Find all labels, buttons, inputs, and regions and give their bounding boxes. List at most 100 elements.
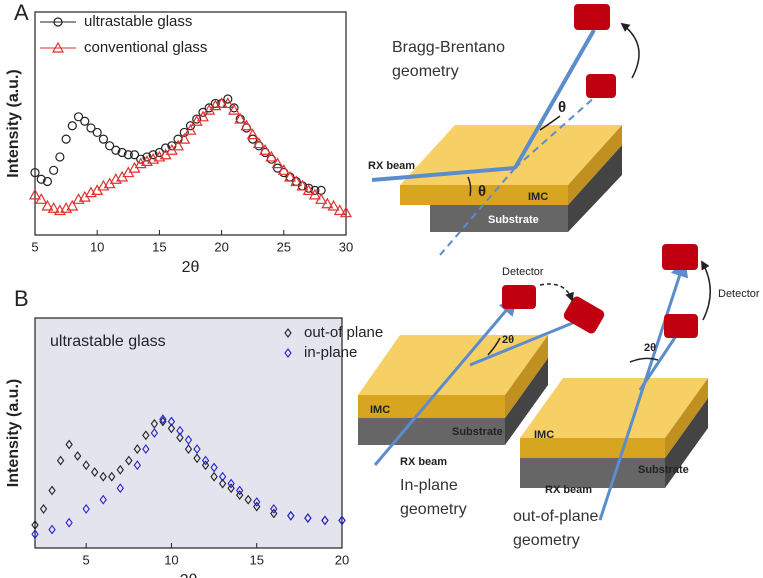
data-point [270, 508, 278, 519]
data-point [227, 483, 235, 494]
legend-marker [284, 328, 292, 338]
beam-label: RX beam [545, 484, 592, 496]
data-point [108, 471, 116, 482]
data-point [30, 167, 40, 178]
data-point [73, 451, 82, 461]
x-tick-label: 15 [152, 239, 166, 254]
data-point [42, 176, 53, 187]
legend-label: ultrastable glass [84, 13, 192, 30]
data-point [215, 97, 228, 109]
data-point [304, 513, 312, 524]
data-point [47, 202, 60, 213]
data-point [218, 471, 227, 482]
plot-area [34, 11, 347, 236]
data-point [117, 147, 127, 158]
data-point [48, 524, 56, 535]
data-point [252, 137, 265, 149]
data-point [36, 174, 46, 184]
data-point [184, 444, 193, 455]
data-point [67, 121, 77, 131]
data-point [333, 204, 346, 216]
data-point [184, 434, 193, 445]
beam-label: RX beam [400, 456, 447, 468]
data-point [41, 199, 54, 211]
data-point [82, 460, 90, 471]
data-point [99, 494, 107, 505]
data-point [284, 170, 297, 182]
data-point [253, 501, 261, 512]
data-point [133, 444, 142, 455]
data-point [48, 485, 56, 496]
data-point [133, 460, 142, 471]
detector-label: Detector [718, 288, 760, 300]
bragg-diagram: Bragg-Brentano geometry RX beam θ θ IMC … [368, 4, 640, 256]
x-tick-label: 5 [31, 239, 38, 254]
legend-marker [284, 348, 292, 358]
data-point [56, 455, 65, 466]
data-point [116, 464, 124, 475]
data-point [61, 134, 71, 144]
data-point [221, 97, 234, 109]
data-point [193, 444, 201, 455]
data-point [159, 414, 167, 425]
data-point [80, 116, 90, 126]
data-point [142, 444, 150, 455]
data-point [327, 199, 340, 211]
outofplane-diagram: Detector 2θ IMC Substrate RX beam out-of… [513, 244, 760, 549]
data-point [234, 112, 247, 124]
data-point [66, 199, 79, 211]
data-point [167, 416, 176, 427]
data-point [55, 152, 65, 162]
legend-marker [53, 17, 63, 27]
inplane-diagram: Detector 2θ IMC Substrate RX beam In-pla… [358, 266, 605, 518]
plot-area [34, 317, 343, 549]
data-point [111, 145, 121, 155]
diagram-title: geometry [400, 501, 467, 518]
diagram-title: In-plane [400, 477, 458, 494]
x-tick-label: 25 [277, 239, 291, 254]
data-point [228, 103, 241, 115]
data-point [31, 529, 39, 540]
data-point [98, 134, 109, 144]
angle-label: θ [478, 183, 486, 200]
data-point [35, 193, 48, 204]
angle-label: θ [558, 99, 566, 116]
x-tick-label: 5 [83, 552, 90, 567]
legend-label: in-plane [304, 344, 357, 361]
data-point [49, 165, 59, 175]
data-point [92, 127, 102, 138]
data-point [338, 515, 346, 526]
y-axis-label: Intensity (a.u.) [5, 69, 22, 177]
data-point [315, 193, 328, 204]
data-point [302, 184, 315, 195]
data-point [65, 517, 73, 528]
data-point [296, 179, 309, 191]
diagram-title: geometry [513, 532, 580, 549]
data-point [99, 471, 107, 482]
data-point [31, 520, 39, 530]
annotation: ultrastable glass [50, 333, 166, 350]
x-tick-label: 20 [214, 239, 228, 254]
layer-label: Substrate [638, 464, 689, 476]
data-point [287, 510, 295, 521]
data-point [227, 478, 235, 489]
data-point [321, 515, 329, 526]
data-point [184, 123, 197, 135]
data-point [176, 425, 184, 436]
legend-label: out-of plane [304, 324, 383, 341]
layer-label: Substrate [488, 214, 539, 226]
data-point [73, 112, 84, 122]
data-point [271, 157, 284, 169]
legend-marker [51, 41, 65, 53]
detector-label: Detector [502, 266, 544, 278]
x-tick-label: 10 [164, 552, 178, 567]
data-point [201, 460, 210, 471]
x-tick-label: 30 [339, 239, 353, 254]
data-point [308, 188, 321, 200]
data-point [150, 428, 159, 438]
diagram-title: geometry [392, 63, 459, 80]
data-point [86, 123, 96, 133]
data-point [196, 110, 209, 122]
angle-label: 2θ [644, 342, 656, 354]
